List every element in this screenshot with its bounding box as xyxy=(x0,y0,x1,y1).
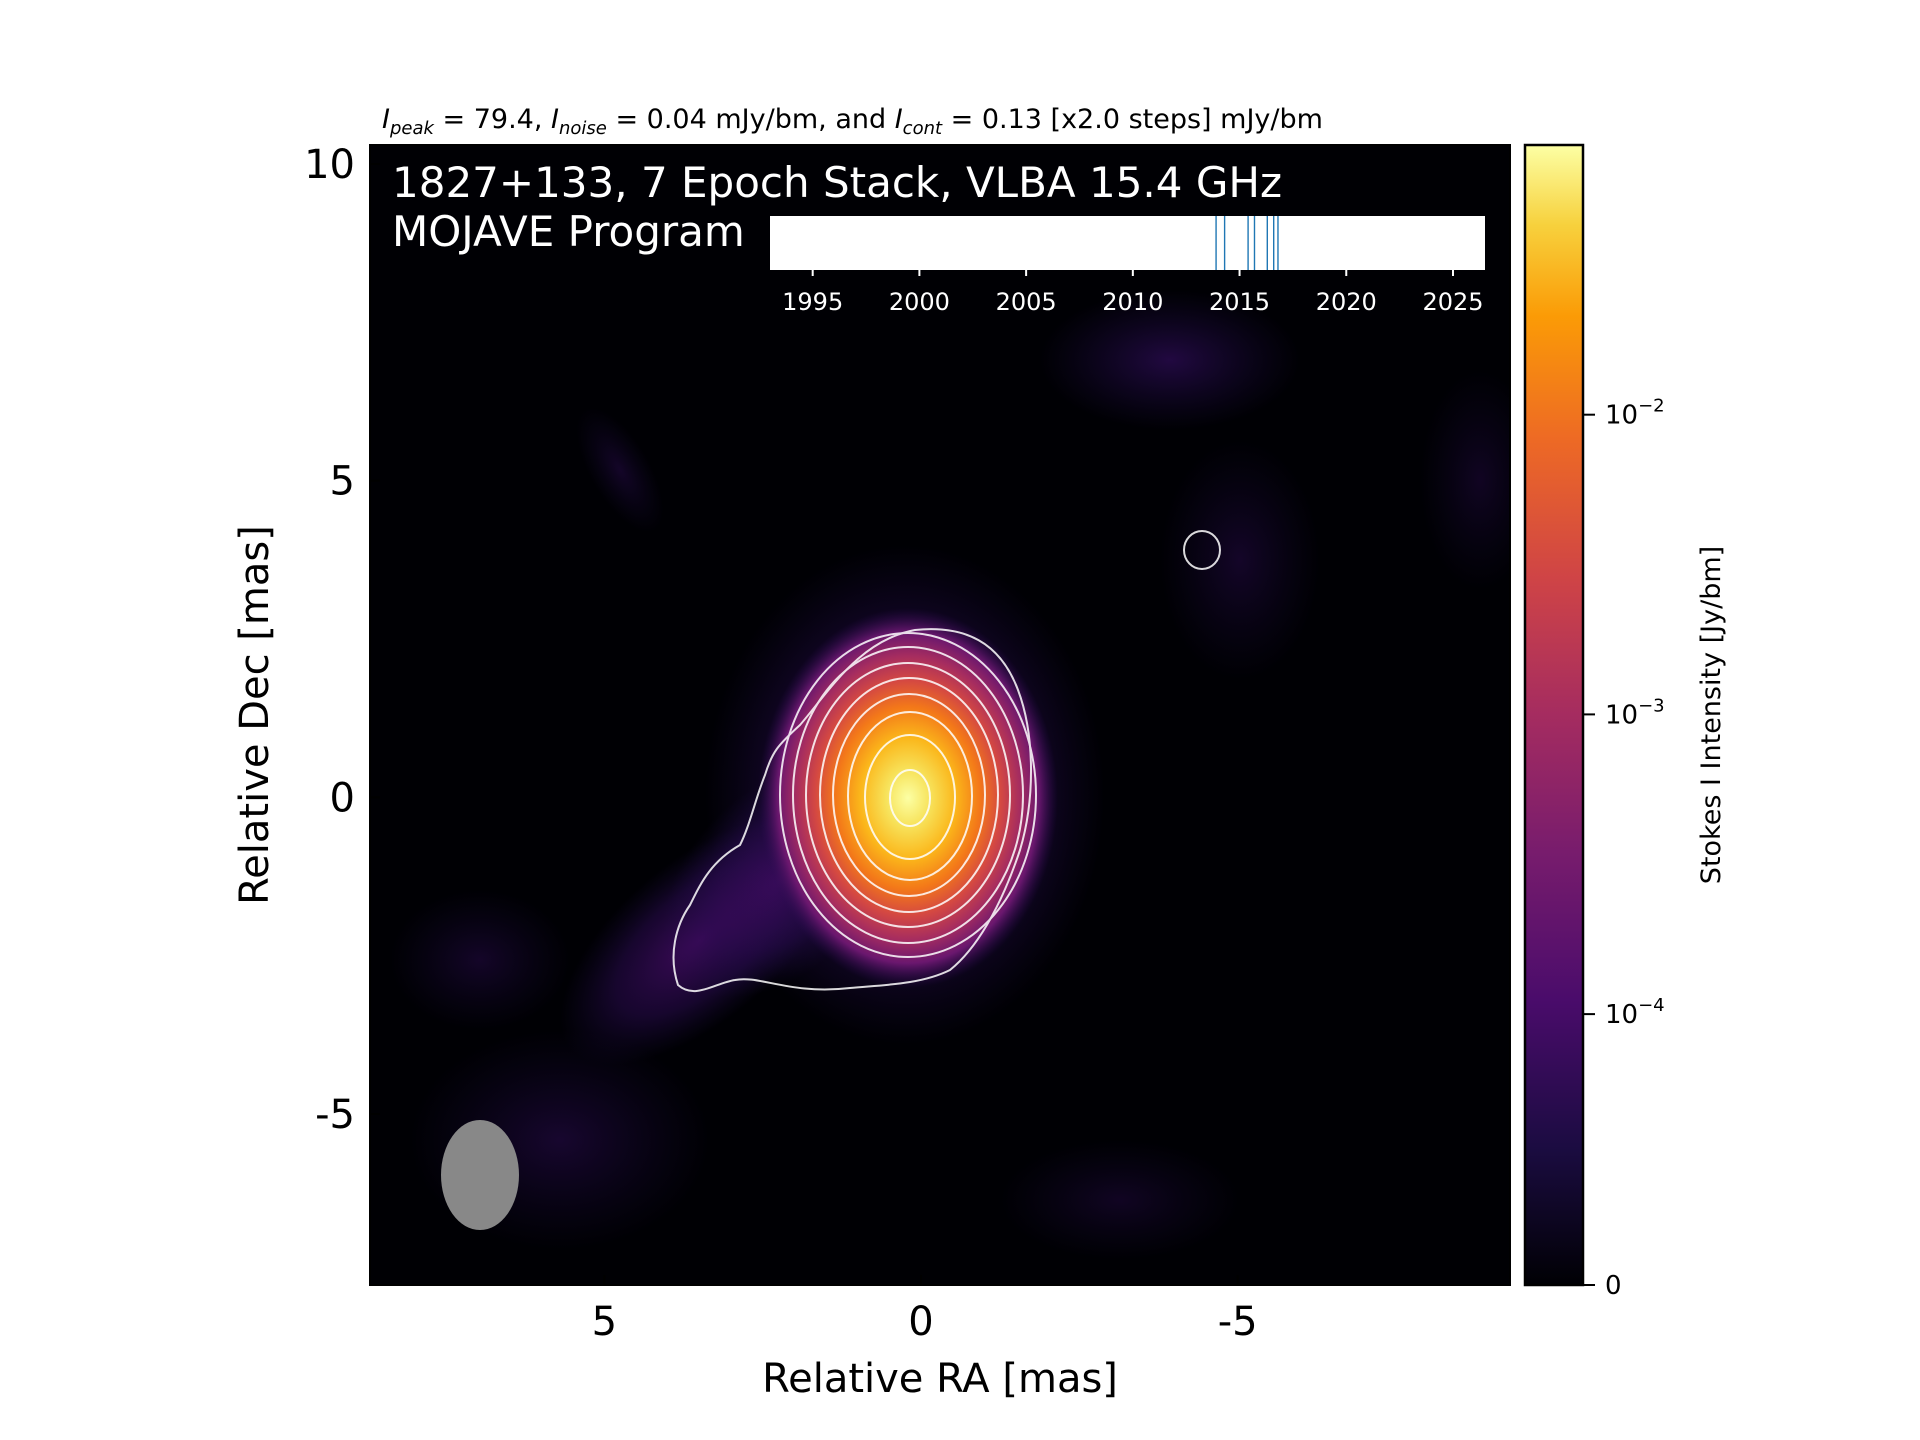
colorbar-tick-label: 10−4 xyxy=(1605,995,1665,1030)
timeline-tick-label: 2010 xyxy=(1102,288,1163,316)
x-ticks: 5 0 -5 xyxy=(592,1275,1258,1345)
top-title: Ipeak = 79.4, Inoise = 0.04 mJy/bm, and … xyxy=(382,104,1323,139)
y-tick-label: 5 xyxy=(330,459,355,505)
y-axis-label: Relative Dec [mas] xyxy=(232,525,278,905)
y-tick-label: -5 xyxy=(315,1092,355,1138)
cont-label: cont xyxy=(903,118,943,139)
plot-frame xyxy=(369,144,1511,1286)
timeline-tick-label: 2005 xyxy=(996,288,1057,316)
x-tick-label: -5 xyxy=(1218,1299,1258,1345)
peak-value: 79.4 xyxy=(474,104,534,135)
noise-label: noise xyxy=(559,118,607,139)
peak-label: peak xyxy=(389,118,436,139)
epoch-timeline: 1995 2000 2005 2010 2015 2020 2025 xyxy=(770,216,1485,316)
overlay-title-line2: MOJAVE Program xyxy=(392,207,745,256)
x-tick-label: 0 xyxy=(908,1299,933,1345)
epoch-timeline-box xyxy=(770,216,1485,270)
x-axis-label: Relative RA [mas] xyxy=(762,1356,1118,1402)
colorbar-label: Stokes I Intensity [Jy/bm] xyxy=(1696,546,1727,884)
colorbar-ticks: 10−2 10−3 10−4 0 xyxy=(1583,396,1665,1301)
colorbar xyxy=(1523,143,1585,1287)
timeline-tick-label: 1995 xyxy=(782,288,843,316)
y-tick-label: 10 xyxy=(304,142,355,188)
timeline-tick-label: 2015 xyxy=(1209,288,1270,316)
colorbar-tick-label: 0 xyxy=(1605,1271,1622,1301)
timeline-tick-label: 2020 xyxy=(1316,288,1377,316)
contour-lowest xyxy=(672,628,1032,993)
timeline-tick-label: 2000 xyxy=(889,288,950,316)
y-tick-label: 0 xyxy=(330,775,355,821)
y-ticks: 10 5 0 -5 xyxy=(304,142,380,1138)
colorbar-tick-label: 10−3 xyxy=(1605,695,1665,730)
contours xyxy=(672,530,1221,993)
noise-value: 0.04 mJy/bm xyxy=(647,104,818,135)
cont-value: 0.13 [x2.0 steps] mJy/bm xyxy=(982,104,1323,135)
x-tick-label: 5 xyxy=(592,1299,617,1345)
colorbar-tick-label: 10−2 xyxy=(1605,396,1665,431)
contour-isolated xyxy=(1183,530,1221,570)
beam-ellipse xyxy=(441,1120,519,1230)
overlay-title-line1: 1827+133, 7 Epoch Stack, VLBA 15.4 GHz xyxy=(392,158,1282,207)
timeline-tick-label: 2025 xyxy=(1422,288,1483,316)
emission-map xyxy=(390,290,1510,1260)
